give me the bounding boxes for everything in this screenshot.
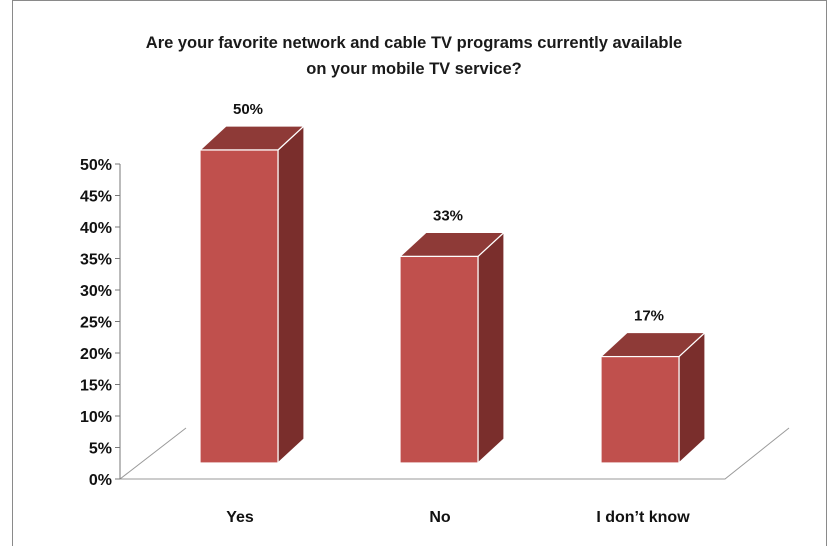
chart-title-line-2: on your mobile TV service? [306,60,522,78]
x-axis-category-label: Yes [226,509,254,526]
y-axis-tick-label: 15% [80,378,112,395]
y-axis-tick-label: 10% [80,409,112,426]
y-axis-tick-label: 50% [80,157,112,174]
y-axis-tick-label: 25% [80,315,112,332]
data-label: 17% [634,308,664,325]
chart-title: Are your favorite network and cable TV p… [0,30,828,82]
y-axis-tick-label: 30% [80,283,112,300]
y-axis-tick-label: 0% [89,472,112,489]
bar-side [277,124,305,465]
bar [600,355,680,464]
x-axis-category-label: No [429,509,451,526]
y-axis-tick-label: 5% [89,441,112,458]
data-label: 33% [433,207,463,224]
y-axis-tick-label: 40% [80,220,112,237]
x-axis-category-label: I don’t know [596,509,690,526]
y-axis-tick-label: 20% [80,346,112,363]
data-label: 50% [233,101,263,118]
chart-title-line-1: Are your favorite network and cable TV p… [145,34,683,52]
y-axis-tick-label: 35% [80,252,112,269]
bar [199,149,279,464]
chart-floor [119,427,790,480]
y-axis-tick-label: 45% [80,189,112,206]
bar [399,255,479,464]
bar-side [477,231,505,465]
